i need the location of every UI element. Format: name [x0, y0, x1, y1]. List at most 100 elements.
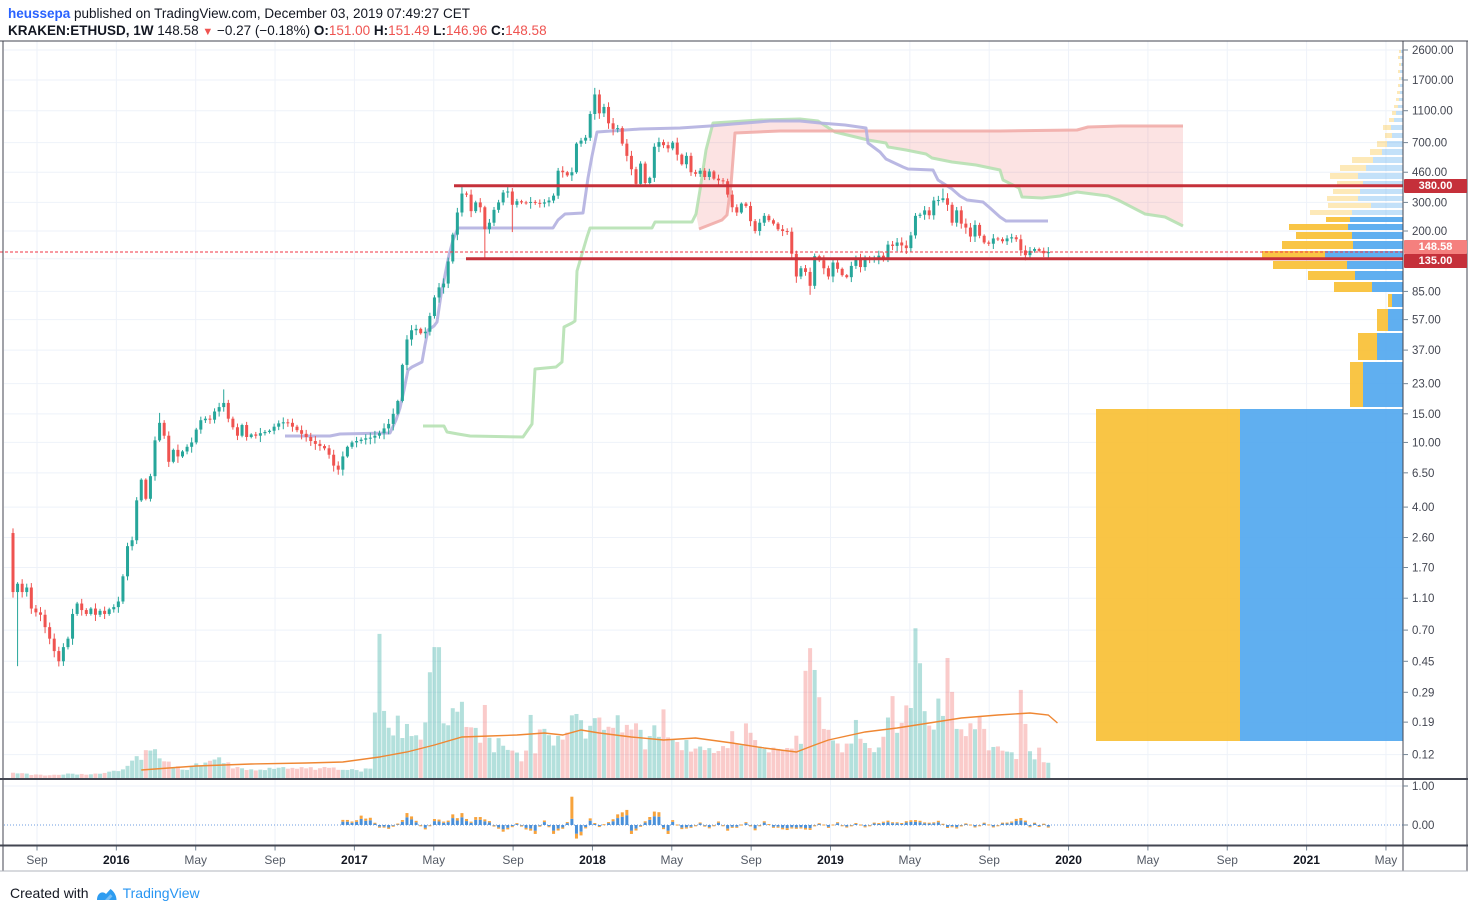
- candle-body: [813, 256, 817, 286]
- candle-body: [107, 609, 111, 614]
- volume-bar: [918, 663, 923, 778]
- oscillator-bar: [387, 825, 391, 828]
- volume-bar: [469, 727, 474, 778]
- volume-bar: [844, 743, 849, 778]
- time-tick-label[interactable]: May: [660, 853, 683, 867]
- price-tick-label[interactable]: 700.00: [1412, 138, 1447, 150]
- volume-bar: [111, 770, 116, 778]
- time-tick-label[interactable]: 2020: [1055, 853, 1082, 867]
- price-tick-label[interactable]: 0.12: [1412, 750, 1434, 762]
- oscillator-bar: [826, 825, 830, 827]
- oscillator-bar: [854, 823, 858, 825]
- time-tick-label[interactable]: May: [899, 853, 922, 867]
- oscillator-bar-cap: [895, 822, 899, 824]
- price-tick-label[interactable]: 460.00: [1412, 167, 1447, 179]
- oscillator-bar-cap: [423, 827, 427, 830]
- price-tick-label[interactable]: 2.60: [1412, 532, 1434, 544]
- candle-body: [753, 221, 757, 232]
- candle-body: [1037, 249, 1041, 251]
- time-tick-label[interactable]: Sep: [502, 853, 524, 867]
- time-tick-label[interactable]: Sep: [1217, 853, 1239, 867]
- candle-body: [235, 427, 239, 436]
- oscillator-bar-cap: [781, 827, 785, 830]
- volume-bar: [478, 742, 483, 778]
- oscillator-bar-cap: [909, 820, 913, 822]
- time-tick-label[interactable]: 2017: [341, 853, 368, 867]
- price-tick-label[interactable]: 6.50: [1412, 468, 1434, 480]
- candle-body: [716, 178, 720, 181]
- price-tick-label[interactable]: 300.00: [1412, 197, 1447, 209]
- oscillator-bar: [478, 819, 482, 825]
- price-tick-label[interactable]: 1.70: [1412, 562, 1434, 574]
- price-tick-label[interactable]: 4.00: [1412, 502, 1434, 514]
- oscillator-bar-cap: [790, 827, 794, 829]
- time-tick-label[interactable]: 2019: [817, 853, 844, 867]
- oscillator-bar-cap: [739, 824, 743, 826]
- oscillator-bar-cap: [744, 822, 748, 824]
- volume-bar: [20, 773, 25, 778]
- volume-profile-sell: [1398, 70, 1400, 73]
- volume-bar: [194, 763, 199, 778]
- candle-body: [89, 608, 93, 614]
- time-tick-label[interactable]: 2016: [103, 853, 130, 867]
- time-tick-label[interactable]: May: [422, 853, 445, 867]
- price-tick-label[interactable]: 37.00: [1412, 345, 1441, 357]
- price-tick-label[interactable]: 0.19: [1412, 717, 1434, 729]
- oscillator-bar-cap: [1033, 822, 1037, 824]
- price-tick-label[interactable]: 200.00: [1412, 226, 1447, 238]
- price-tick-label[interactable]: 0.70: [1412, 625, 1434, 637]
- oscillator-bar-cap: [414, 820, 418, 823]
- price-tick-label[interactable]: 2600.00: [1412, 45, 1454, 57]
- oscillator-bar: [373, 823, 377, 825]
- candle-body: [121, 576, 125, 602]
- oscillator-bar-cap: [519, 825, 523, 827]
- baseline-ma-line: [285, 119, 1048, 438]
- oscillator-bar: [455, 820, 459, 825]
- candle-body: [336, 465, 340, 470]
- time-tick-label[interactable]: Sep: [740, 853, 762, 867]
- volume-bar: [670, 739, 675, 778]
- author-link[interactable]: heussepa: [8, 6, 71, 21]
- time-tick-label[interactable]: May: [1137, 853, 1160, 867]
- candle-body: [391, 413, 395, 424]
- oscillator-bar-cap: [996, 825, 1000, 827]
- price-tick-label[interactable]: 57.00: [1412, 315, 1441, 327]
- time-tick-label[interactable]: 2021: [1293, 853, 1320, 867]
- time-tick-label[interactable]: 2018: [579, 853, 606, 867]
- price-tick-label[interactable]: 0.29: [1412, 687, 1434, 699]
- oscillator-bar-cap: [570, 796, 574, 819]
- candle-body: [29, 587, 33, 609]
- price-tick-label[interactable]: 1700.00: [1412, 75, 1454, 87]
- volume-bar: [322, 767, 327, 778]
- time-tick-label[interactable]: May: [1375, 853, 1398, 867]
- price-tick-label[interactable]: 10.00: [1412, 437, 1441, 449]
- price-tick-label[interactable]: 85.00: [1412, 286, 1441, 298]
- candle-body: [639, 163, 643, 184]
- candle-body: [84, 610, 88, 614]
- tradingview-brand-link[interactable]: TradingView: [122, 885, 200, 901]
- candle-body: [167, 435, 171, 462]
- oscillator-bar: [519, 825, 523, 826]
- candle-body: [730, 194, 734, 208]
- volume-bar: [995, 746, 1000, 778]
- oscillator-bar-cap: [817, 823, 821, 825]
- price-tick-label[interactable]: 1.10: [1412, 593, 1434, 605]
- candle-body: [542, 202, 546, 204]
- time-tick-label[interactable]: Sep: [26, 853, 48, 867]
- candle-body: [680, 154, 684, 165]
- price-tick-label[interactable]: 23.00: [1412, 379, 1441, 391]
- time-tick-label[interactable]: Sep: [264, 853, 286, 867]
- time-tick-label[interactable]: Sep: [979, 853, 1001, 867]
- indicator-tick-label[interactable]: 0.00: [1412, 820, 1434, 832]
- candle-body: [126, 546, 130, 577]
- symbol-title[interactable]: KRAKEN:ETHUSD, 1W: [8, 23, 154, 38]
- candle-body: [16, 583, 20, 593]
- candle-body: [61, 647, 65, 662]
- price-tick-label[interactable]: 0.45: [1412, 656, 1434, 668]
- price-tick-label[interactable]: 1100.00: [1412, 106, 1453, 118]
- indicator-tick-label[interactable]: 1.00: [1412, 781, 1434, 793]
- time-tick-label[interactable]: May: [184, 853, 207, 867]
- price-tick-label[interactable]: 15.00: [1412, 409, 1441, 421]
- oscillator-bar: [442, 822, 446, 825]
